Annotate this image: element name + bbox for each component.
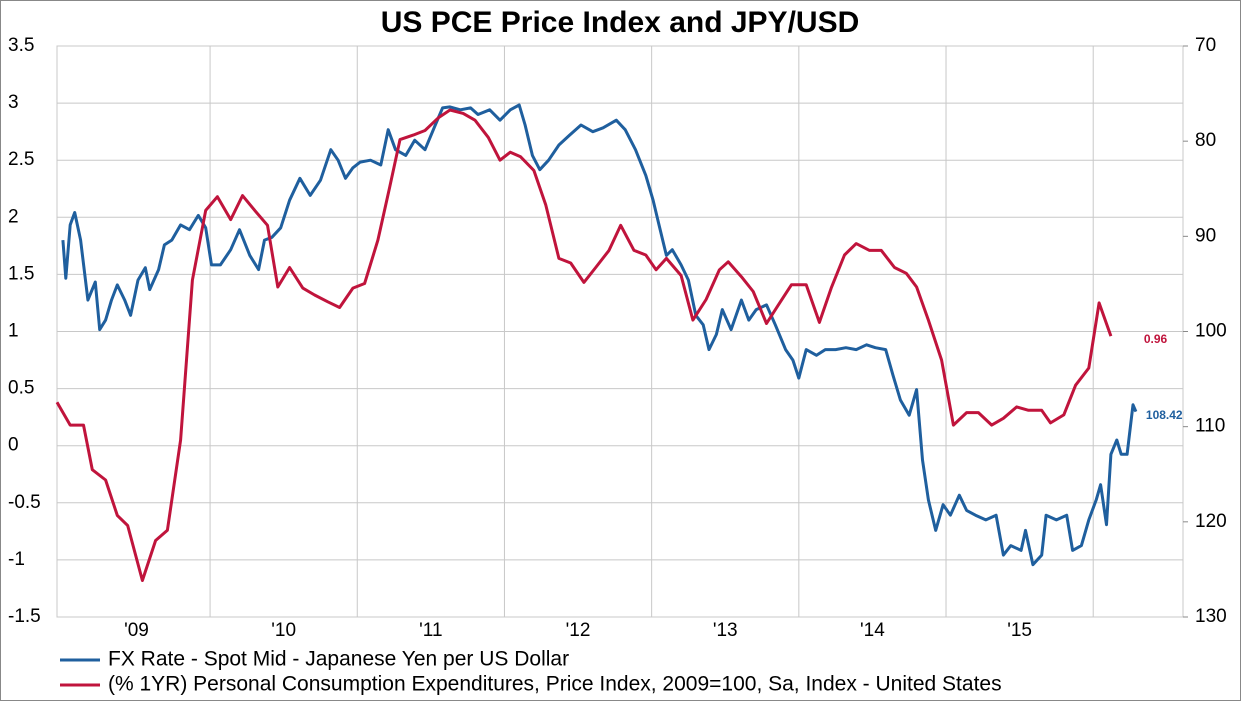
legend-label: FX Rate - Spot Mid - Japanese Yen per US… [108,648,569,671]
y-tick-label: 0 [8,435,19,456]
y2-tick-label: 80 [1195,130,1216,151]
chart-title: US PCE Price Index and JPY/USD [381,6,860,39]
x-tick-label: '12 [566,620,591,641]
x-tick-label: '13 [713,620,738,641]
series-line [61,103,1138,567]
y2-tick-label: 120 [1195,511,1227,532]
y2-tick-label: 100 [1195,321,1227,342]
y-tick-label: 1 [8,321,19,342]
y-tick-label: 2 [8,206,19,227]
y-tick-label: 3 [8,92,19,113]
x-tick-label: '11 [419,620,442,641]
y-tick-label: -1.5 [8,606,41,627]
legend-label: (% 1YR) Personal Consumption Expenditure… [108,673,1002,696]
y2-tick-label: 110 [1195,416,1225,437]
y2-tick-label: 130 [1195,606,1227,627]
y-tick-label: 1.5 [8,263,34,284]
y-tick-label: 2.5 [8,149,34,170]
y2-tick-label: 90 [1195,225,1216,246]
x-tick-label: '10 [271,620,296,641]
y-tick-label: -1 [8,549,25,570]
series-line [55,108,1113,582]
y-tick-label: 3.5 [8,35,34,56]
end-label: 108.42 [1146,408,1183,422]
end-label: 0.96 [1144,332,1168,346]
x-tick-label: '14 [860,620,885,641]
y-tick-label: 0.5 [8,378,34,399]
y2-tick-label: 70 [1195,35,1216,56]
x-tick-label: '15 [1007,620,1032,641]
x-tick-label: '09 [124,620,149,641]
y-tick-label: -0.5 [8,492,41,513]
